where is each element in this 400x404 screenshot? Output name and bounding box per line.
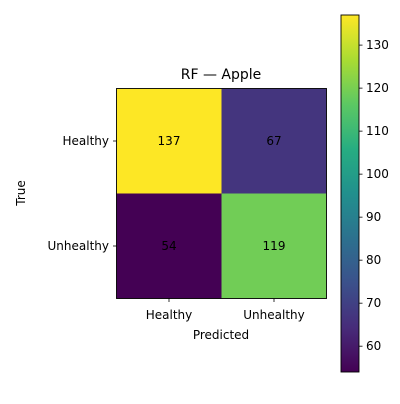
cell-value-label: 119 — [263, 239, 286, 253]
x-ticks: Healthy Unhealthy — [146, 298, 305, 322]
colorbar — [341, 15, 359, 372]
y-axis-label: True — [14, 180, 28, 207]
heatmap-cell — [116, 88, 222, 194]
y-tick-label: Healthy — [62, 134, 109, 148]
y-ticks: Healthy Unhealthy — [48, 134, 117, 253]
x-tick-label: Unhealthy — [243, 308, 304, 322]
y-tick-label: Unhealthy — [48, 239, 109, 253]
colorbar-tick-label: 80 — [366, 253, 381, 267]
colorbar-tick-label: 90 — [366, 210, 381, 224]
plot-frame — [116, 88, 327, 299]
colorbar-tick-label: 130 — [366, 38, 389, 52]
cell-value-label: 137 — [158, 134, 181, 148]
colorbar-tick-label: 110 — [366, 124, 389, 138]
chart-title: RF — Apple — [181, 67, 262, 83]
colorbar-ticks: 60 70 80 90 100 110 120 130 — [359, 38, 389, 353]
heatmap-cells: 137 67 54 119 — [116, 88, 327, 299]
x-axis-label: Predicted — [193, 328, 249, 342]
colorbar-tick-label: 100 — [366, 167, 389, 181]
x-tick-label: Healthy — [146, 308, 193, 322]
cell-value-label: 67 — [266, 134, 281, 148]
heatmap-cell — [116, 193, 222, 299]
colorbar-frame — [340, 14, 360, 373]
cell-value-label: 54 — [161, 239, 176, 253]
colorbar-tick-label: 70 — [366, 296, 381, 310]
colorbar-tick-label: 60 — [366, 339, 381, 353]
heatmap-cell — [221, 193, 327, 299]
colorbar-tick-label: 120 — [366, 81, 389, 95]
heatmap-cell — [221, 88, 327, 194]
